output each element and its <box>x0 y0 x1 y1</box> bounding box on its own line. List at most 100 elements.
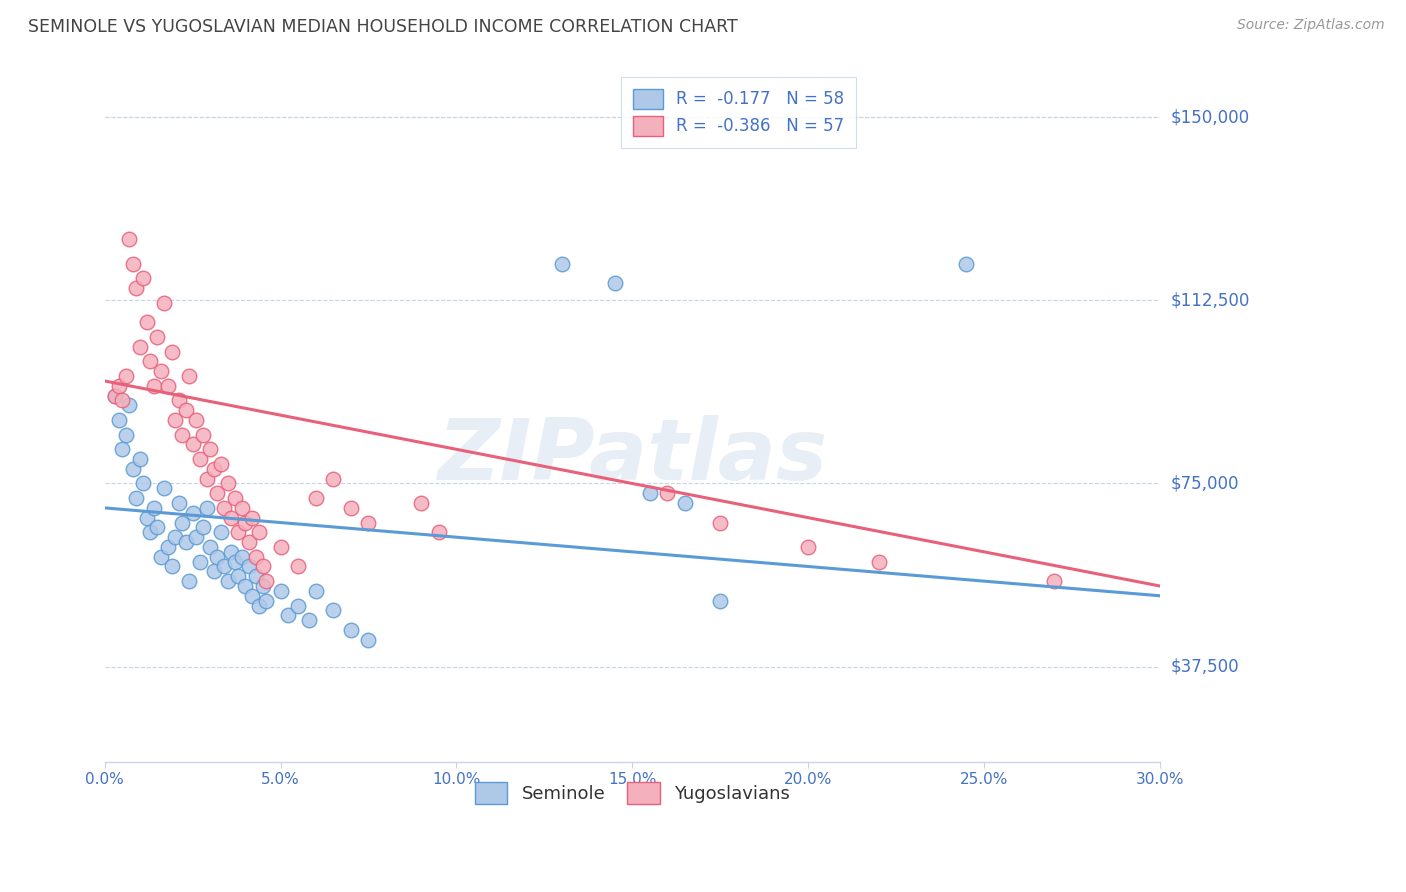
Point <box>209 457 232 471</box>
Point <box>135 315 157 329</box>
Point <box>228 569 250 583</box>
Point <box>125 491 148 505</box>
Point <box>228 525 250 540</box>
Point <box>191 520 214 534</box>
Point <box>114 369 136 384</box>
Point <box>238 535 260 549</box>
Point <box>224 555 246 569</box>
Text: $150,000: $150,000 <box>1171 108 1250 127</box>
Point <box>238 559 260 574</box>
Point <box>287 599 309 613</box>
Point <box>181 506 204 520</box>
Point <box>160 559 183 574</box>
Text: $37,500: $37,500 <box>1171 657 1240 675</box>
Point <box>153 296 176 310</box>
Point <box>357 516 380 530</box>
Point <box>149 549 172 564</box>
Point <box>139 525 162 540</box>
Point <box>170 427 193 442</box>
Point <box>245 549 267 564</box>
Point <box>156 379 179 393</box>
Text: $112,500: $112,500 <box>1171 292 1250 310</box>
Point <box>242 510 264 524</box>
Point <box>121 462 143 476</box>
Point <box>221 545 243 559</box>
Point <box>955 257 977 271</box>
Point <box>181 437 204 451</box>
Point <box>207 486 229 500</box>
Point <box>340 623 363 637</box>
Point <box>249 599 271 613</box>
Point <box>118 398 141 412</box>
Point <box>177 369 200 384</box>
Point <box>114 427 136 442</box>
Point <box>357 632 380 647</box>
Point <box>163 413 186 427</box>
Point <box>111 393 134 408</box>
Point <box>287 559 309 574</box>
Point <box>270 583 292 598</box>
Text: $75,000: $75,000 <box>1171 475 1240 492</box>
Point <box>104 389 127 403</box>
Point <box>202 462 225 476</box>
Point <box>657 486 679 500</box>
Point <box>231 500 253 515</box>
Point <box>174 403 197 417</box>
Point <box>174 535 197 549</box>
Point <box>107 413 129 427</box>
Point <box>305 491 328 505</box>
Point <box>235 516 257 530</box>
Point <box>242 589 264 603</box>
Point <box>217 574 239 588</box>
Point <box>135 510 157 524</box>
Point <box>249 525 271 540</box>
Point <box>709 593 731 607</box>
Point <box>551 257 574 271</box>
Point <box>868 555 890 569</box>
Point <box>146 520 169 534</box>
Point <box>245 569 267 583</box>
Point <box>177 574 200 588</box>
Point <box>214 559 236 574</box>
Point <box>121 257 143 271</box>
Point <box>149 364 172 378</box>
Point <box>217 476 239 491</box>
Point <box>125 281 148 295</box>
Text: SEMINOLE VS YUGOSLAVIAN MEDIAN HOUSEHOLD INCOME CORRELATION CHART: SEMINOLE VS YUGOSLAVIAN MEDIAN HOUSEHOLD… <box>28 18 738 36</box>
Point <box>167 393 190 408</box>
Point <box>797 540 820 554</box>
Point <box>153 482 176 496</box>
Point <box>202 565 225 579</box>
Point <box>188 452 211 467</box>
Point <box>128 452 150 467</box>
Point <box>142 500 165 515</box>
Point <box>224 491 246 505</box>
Point <box>256 593 278 607</box>
Text: ZIPatlas: ZIPatlas <box>437 416 827 499</box>
Point <box>184 413 207 427</box>
Point <box>104 389 127 403</box>
Point <box>235 579 257 593</box>
Point <box>1043 574 1066 588</box>
Point <box>209 525 232 540</box>
Point <box>322 603 344 617</box>
Point <box>132 271 155 285</box>
Point <box>231 549 253 564</box>
Point <box>200 540 222 554</box>
Point <box>214 500 236 515</box>
Point <box>170 516 193 530</box>
Point <box>132 476 155 491</box>
Point <box>188 555 211 569</box>
Point <box>156 540 179 554</box>
Point <box>277 608 299 623</box>
Point <box>139 354 162 368</box>
Point <box>191 427 214 442</box>
Point <box>298 613 321 627</box>
Point <box>252 559 274 574</box>
Point <box>709 516 731 530</box>
Legend: Seminole, Yugoslavians: Seminole, Yugoslavians <box>464 772 801 815</box>
Point <box>128 340 150 354</box>
Point <box>142 379 165 393</box>
Text: Source: ZipAtlas.com: Source: ZipAtlas.com <box>1237 18 1385 32</box>
Point <box>411 496 433 510</box>
